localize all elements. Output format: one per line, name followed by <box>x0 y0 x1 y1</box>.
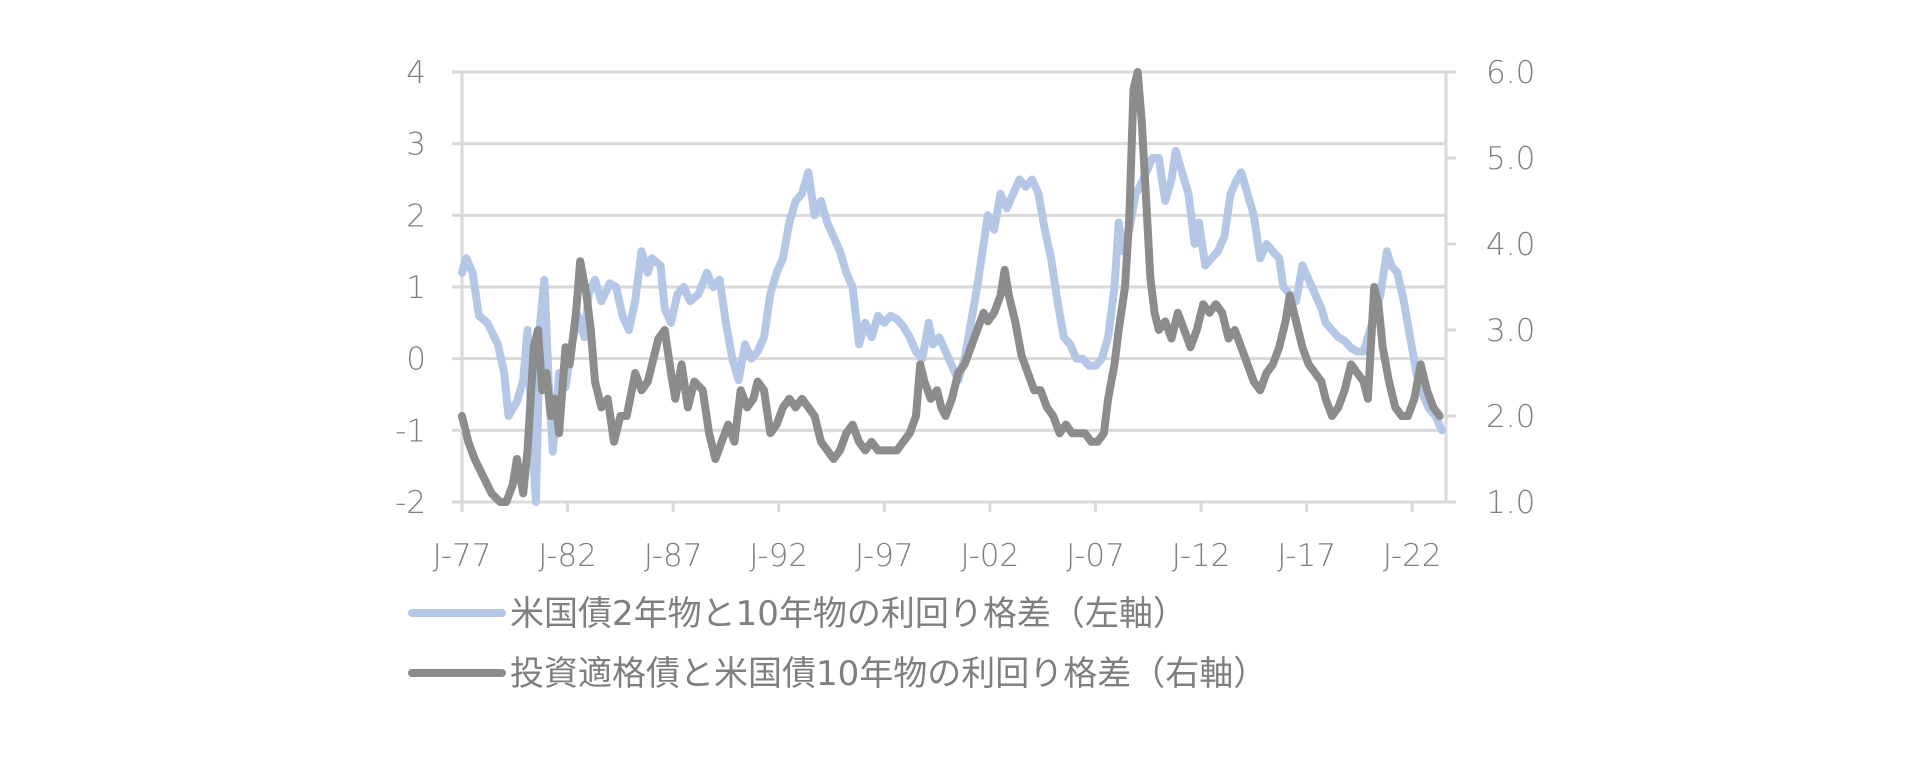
left-tick-label: 0 <box>406 342 426 378</box>
left-tick-label: 3 <box>406 127 426 163</box>
x-tick-label: J-92 <box>749 538 808 574</box>
right-tick-label: 6.0 <box>1486 55 1535 91</box>
x-tick-label: J-82 <box>538 538 597 574</box>
right-tick-label: 2.0 <box>1486 399 1535 435</box>
series-line-credit-spread <box>458 68 1444 506</box>
right-tick-label: 5.0 <box>1486 141 1535 177</box>
legend-label: 投資適格債と米国債10年物の利回り格差（右軸） <box>510 654 1267 694</box>
right-tick-label: 3.0 <box>1486 313 1535 349</box>
x-tick-label: J-07 <box>1066 538 1125 574</box>
legend-label: 米国債2年物と10年物の利回り格差（左軸） <box>510 594 1187 634</box>
x-tick-label: J-77 <box>433 538 492 574</box>
x-tick-label: J-17 <box>1277 538 1336 574</box>
left-tick-label: -2 <box>395 485 426 521</box>
left-tick-label: 2 <box>406 198 426 234</box>
x-tick-label: J-97 <box>855 538 914 574</box>
left-axis-ticks: 4 3 2 1 0 -1 -2 <box>395 55 462 521</box>
right-tick-label: 1.0 <box>1486 485 1535 521</box>
right-tick-label: 4.0 <box>1486 227 1535 263</box>
gridlines <box>462 70 1446 504</box>
x-tick-label: J-02 <box>961 538 1020 574</box>
x-tick-label: J-12 <box>1172 538 1231 574</box>
series-lines <box>458 68 1446 506</box>
x-tick-label: J-22 <box>1383 538 1442 574</box>
left-tick-label: -1 <box>395 413 426 449</box>
left-tick-label: 4 <box>406 55 426 91</box>
left-tick-label: 1 <box>406 270 426 306</box>
legend: 米国債2年物と10年物の利回り格差（左軸） 投資適格債と米国債10年物の利回り格差… <box>408 594 1267 694</box>
right-axis-ticks: 6.0 5.0 4.0 3.0 2.0 1.0 <box>1446 55 1535 521</box>
x-axis-ticks: J-77 J-82 J-87 J-92 J-97 J-02 J-07 J-12 J-17 J-22 <box>433 502 1442 574</box>
x-tick-label: J-87 <box>644 538 703 574</box>
